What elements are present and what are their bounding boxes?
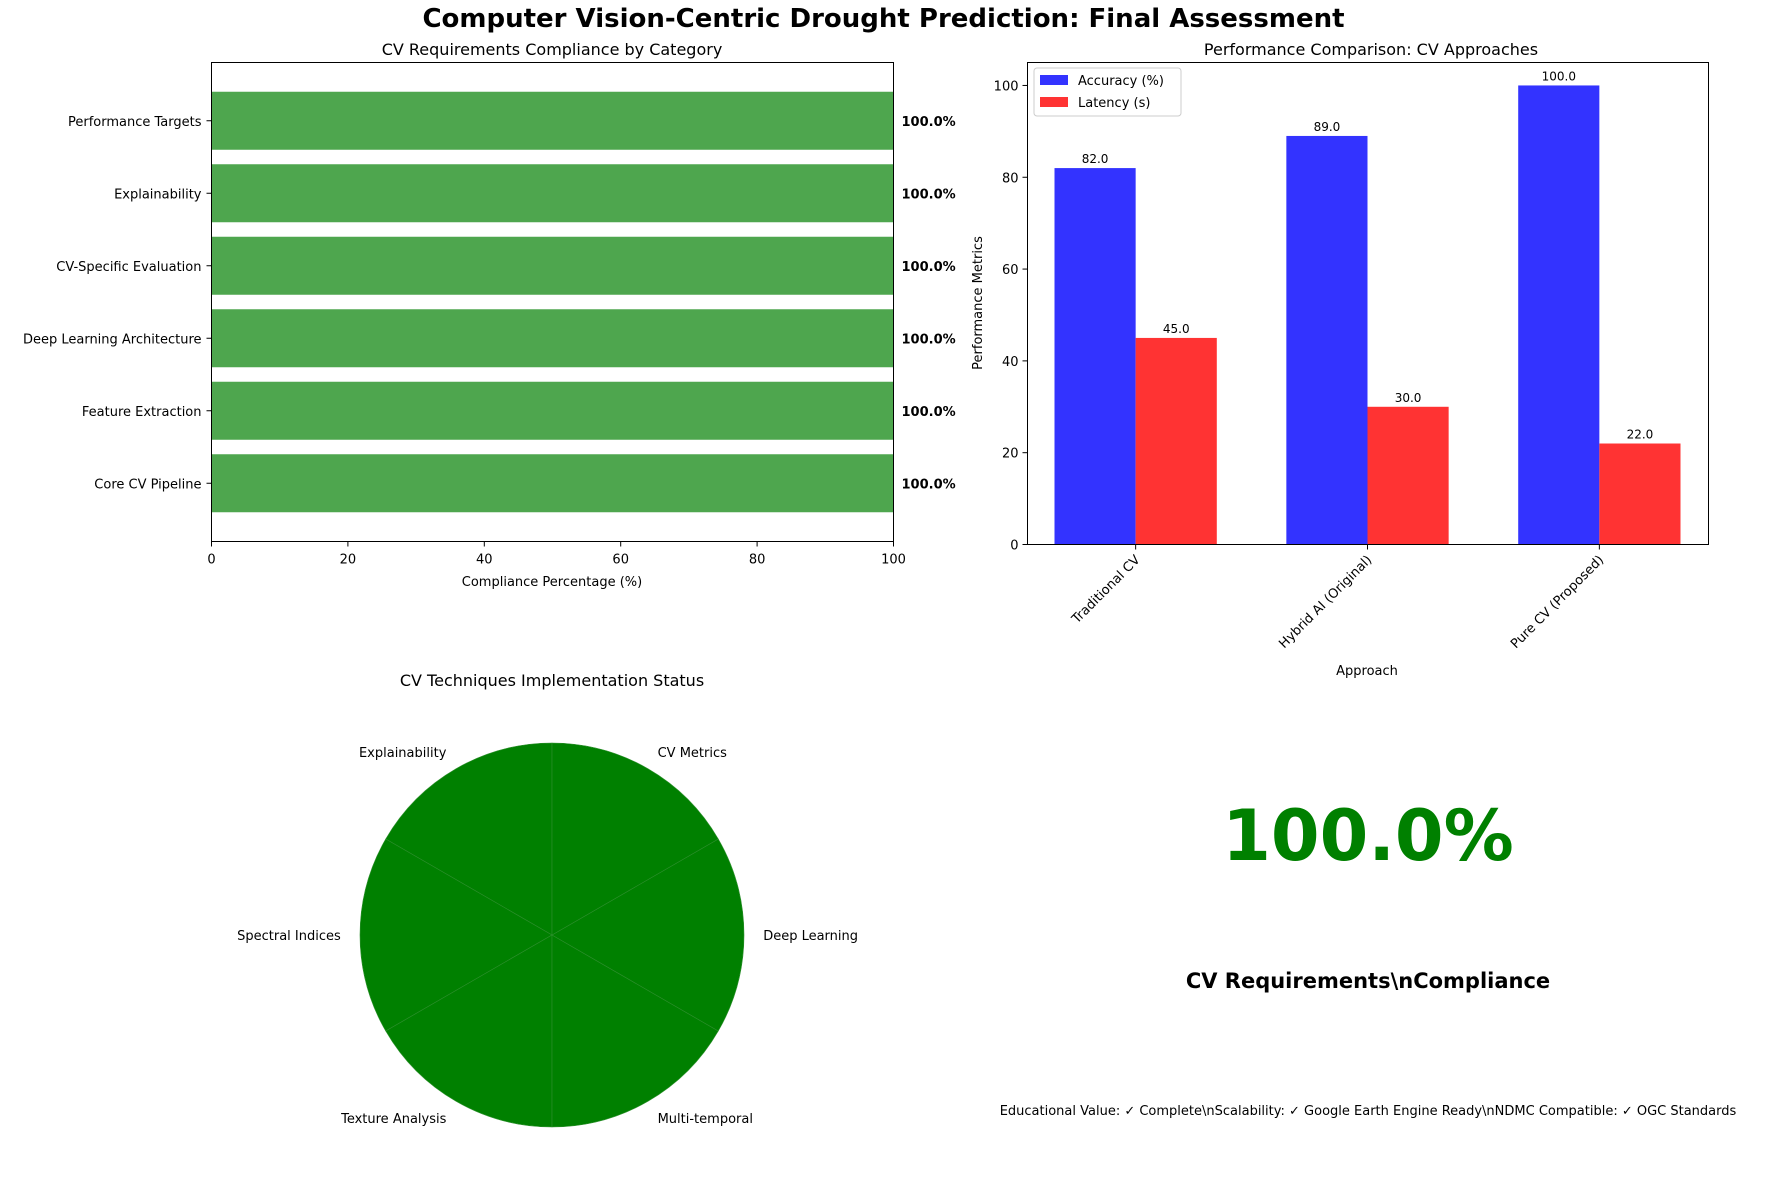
legend-swatch-accuracy xyxy=(1040,75,1068,85)
pie-slice-texture-analysis xyxy=(385,934,553,1128)
bar-core-cv-pipeline xyxy=(211,454,894,513)
x-tick-label: Hybrid AI (Original) xyxy=(1276,553,1375,652)
pie-label: Spectral Indices xyxy=(237,929,341,944)
bar-latency xyxy=(1367,406,1449,545)
y-tick-label: 60 xyxy=(1002,263,1019,278)
bar-accuracy xyxy=(1054,168,1136,545)
y-tick-label: 80 xyxy=(1002,171,1019,186)
x-tick-label: 100 xyxy=(881,553,906,568)
value-label: 100.0% xyxy=(902,187,956,202)
legend-label-accuracy: Accuracy (%) xyxy=(1078,74,1164,89)
y-tick-label: Performance Targets xyxy=(68,115,202,130)
bar-latency xyxy=(1135,337,1217,545)
value-label: 22.0 xyxy=(1627,428,1654,442)
summary-details: Educational Value: ✓ Complete\nScalabili… xyxy=(1000,1104,1737,1119)
legend-label-latency: Latency (s) xyxy=(1078,96,1150,111)
pie-slice-cv-metrics xyxy=(551,742,719,936)
pie-chart-title: CV Techniques Implementation Status xyxy=(400,671,704,690)
x-tick-label: 0 xyxy=(207,553,215,568)
pie-slice-deep-learning xyxy=(551,838,745,1032)
performance-y-axis-label: Performance Metrics xyxy=(971,236,986,370)
y-tick-label: Deep Learning Architecture xyxy=(23,332,202,347)
performance-x-axis-label: Approach xyxy=(1336,664,1398,679)
compliance-bar-chart: CV Requirements Compliance by Category C… xyxy=(23,40,956,590)
pie-label: Deep Learning xyxy=(763,929,858,944)
y-tick-label: CV-Specific Evaluation xyxy=(56,260,201,275)
value-label: 100.0% xyxy=(902,477,956,492)
bar-performance-targets xyxy=(211,91,894,150)
bar-deep-learning-architecture xyxy=(211,309,894,368)
compliance-summary-label: CV Requirements\nCompliance xyxy=(1186,969,1550,993)
pie-label: Explainability xyxy=(359,746,447,761)
compliance-big-value: 100.0% xyxy=(1222,795,1514,877)
x-tick-label: Traditional CV xyxy=(1069,553,1144,628)
value-label: 100.0% xyxy=(902,405,956,420)
y-tick-label: Explainability xyxy=(114,187,202,202)
x-tick-label: 20 xyxy=(340,553,357,568)
value-label: 100.0 xyxy=(1542,69,1576,83)
y-tick-label: 20 xyxy=(1002,447,1019,462)
pie-slice-multi-temporal xyxy=(551,934,719,1128)
bar-explainability xyxy=(211,164,894,223)
compliance-chart-title: CV Requirements Compliance by Category xyxy=(382,40,723,59)
value-label: 100.0% xyxy=(902,260,956,275)
summary-panel: 100.0% CV Requirements\nCompliance Educa… xyxy=(1000,795,1737,1119)
bar-accuracy xyxy=(1286,135,1368,545)
pie-slice-spectral-indices xyxy=(359,838,553,1032)
value-label: 82.0 xyxy=(1082,152,1109,166)
value-label: 45.0 xyxy=(1163,322,1190,336)
legend-swatch-latency xyxy=(1040,97,1068,107)
x-tick-label: 80 xyxy=(749,553,766,568)
value-label: 100.0% xyxy=(902,115,956,130)
pie-label: Texture Analysis xyxy=(340,1112,447,1127)
x-tick-label: 40 xyxy=(476,553,493,568)
x-tick-label: 60 xyxy=(612,553,629,568)
value-label: 100.0% xyxy=(902,332,956,347)
value-label: 89.0 xyxy=(1314,120,1341,134)
compliance-x-axis-label: Compliance Percentage (%) xyxy=(462,575,642,590)
performance-plot-frame xyxy=(1027,62,1709,545)
x-tick-label: Pure CV (Proposed) xyxy=(1508,553,1607,652)
pie-label: Multi-temporal xyxy=(658,1112,753,1127)
performance-chart-title: Performance Comparison: CV Approaches xyxy=(1204,40,1538,59)
pie-label: CV Metrics xyxy=(658,746,728,761)
bar-feature-extraction xyxy=(211,381,894,440)
y-tick-label: Core CV Pipeline xyxy=(94,477,201,492)
figure-title: Computer Vision-Centric Drought Predicti… xyxy=(422,4,1345,34)
bar-accuracy xyxy=(1518,85,1600,545)
performance-bar-chart: Performance Comparison: CV Approaches 82… xyxy=(971,40,1709,679)
performance-legend: Accuracy (%) Latency (s) xyxy=(1033,67,1182,117)
y-tick-label: Feature Extraction xyxy=(82,405,202,420)
bar-latency xyxy=(1599,443,1681,545)
bar-cv-specific-evaluation xyxy=(211,236,894,295)
pie-slice-explainability xyxy=(385,742,553,936)
y-tick-label: 100 xyxy=(994,79,1019,94)
value-label: 30.0 xyxy=(1395,391,1422,405)
y-tick-label: 0 xyxy=(1010,539,1018,554)
y-tick-label: 40 xyxy=(1002,355,1019,370)
compliance-plot-frame xyxy=(211,62,894,542)
techniques-pie-chart: CV Techniques Implementation Status Expl… xyxy=(237,671,858,1128)
